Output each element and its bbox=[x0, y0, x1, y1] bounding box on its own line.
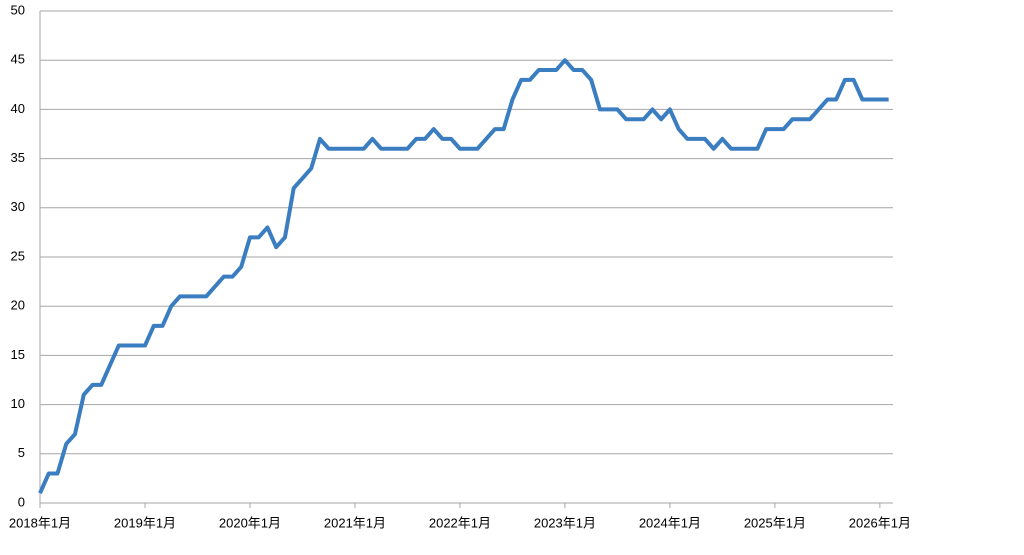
y-tick-label: 10 bbox=[11, 396, 25, 411]
x-tick-label: 2024年1月 bbox=[639, 515, 701, 530]
y-tick-label: 25 bbox=[11, 248, 25, 263]
x-tick-label: 2018年1月 bbox=[9, 515, 71, 530]
y-tick-label: 20 bbox=[11, 298, 25, 313]
x-tick-label: 2019年1月 bbox=[114, 515, 176, 530]
y-tick-label: 45 bbox=[11, 52, 25, 67]
x-tick-label: 2022年1月 bbox=[429, 515, 491, 530]
y-tick-label: 35 bbox=[11, 150, 25, 165]
y-tick-label: 0 bbox=[18, 494, 25, 509]
x-tick-label: 2023年1月 bbox=[534, 515, 596, 530]
y-tick-label: 5 bbox=[18, 445, 25, 460]
y-tick-label: 50 bbox=[11, 2, 25, 17]
y-tick-label: 40 bbox=[11, 101, 25, 116]
x-tick-label: 2026年1月 bbox=[849, 515, 911, 530]
x-tick-label: 2021年1月 bbox=[324, 515, 386, 530]
y-tick-label: 15 bbox=[11, 347, 25, 362]
x-tick-label: 2020年1月 bbox=[219, 515, 281, 530]
line bbox=[38, 58, 889, 494]
y-tick-label: 30 bbox=[11, 199, 25, 214]
x-tick-label: 2025年1月 bbox=[744, 515, 806, 530]
